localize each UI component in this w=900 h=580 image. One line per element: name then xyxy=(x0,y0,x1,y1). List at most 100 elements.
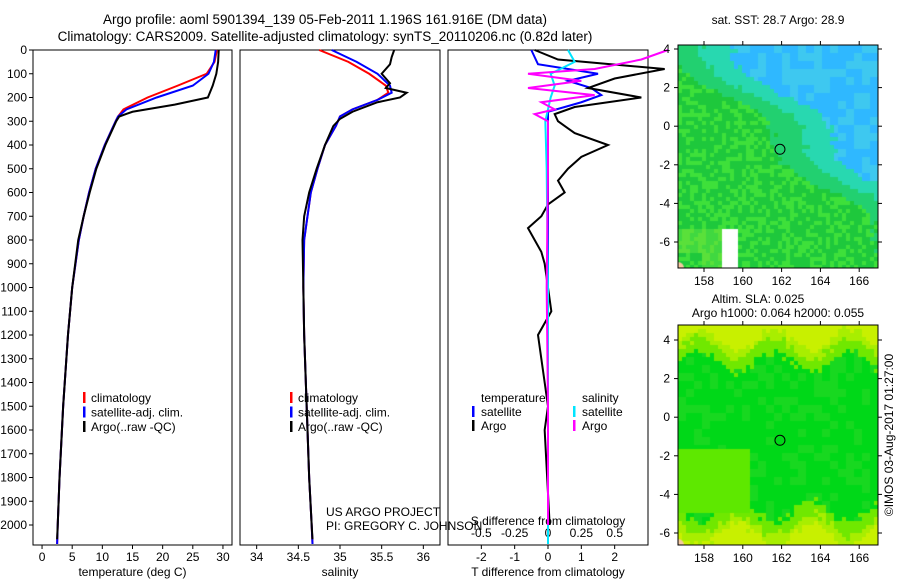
x-axis-label: salinity xyxy=(322,565,359,579)
lon-tick-label: 166 xyxy=(849,551,869,565)
lon-tick-label: 164 xyxy=(810,551,830,565)
credit-pi: PI: GREGORY C. JOHNSON xyxy=(326,519,482,533)
x-tick-label: 10 xyxy=(96,550,110,564)
y-tick-label: 600 xyxy=(7,186,27,200)
legend-head-salinity: salinity xyxy=(582,391,619,405)
x-tick-label: 25 xyxy=(186,550,200,564)
x-tick-label: 0 xyxy=(545,550,552,564)
x-axis-label: T difference from climatology xyxy=(471,565,625,579)
y-tick-label: 1400 xyxy=(0,376,27,390)
legend-label: satellite-adj. clim. xyxy=(91,406,183,420)
y-tick-label: 1100 xyxy=(1,304,27,318)
y-tick-label: 1700 xyxy=(0,447,27,461)
legend-swatch xyxy=(290,421,293,432)
x-tick-label: 1 xyxy=(578,550,585,564)
x2-tick-label: -0.25 xyxy=(501,526,529,540)
lon-tick-label: 158 xyxy=(694,274,714,288)
x-tick-label: 34.5 xyxy=(287,550,311,564)
y-tick-label: 700 xyxy=(7,209,27,223)
credit-project: US ARGO PROJECT xyxy=(326,505,441,519)
lat-tick-label: -6 xyxy=(659,526,670,540)
x-tick-label: 2 xyxy=(611,550,618,564)
lat-tick-label: -4 xyxy=(659,196,670,210)
map-title: sat. SST: 28.7 Argo: 28.9 xyxy=(712,13,845,27)
sst-map xyxy=(678,45,878,268)
x-tick-label: 15 xyxy=(126,550,140,564)
map-frame xyxy=(677,324,879,546)
y-tick-label: 1200 xyxy=(0,328,27,342)
x-tick-label: 34 xyxy=(250,550,264,564)
x-tick-label: 35 xyxy=(333,550,347,564)
map-title: Altim. SLA: 0.025 xyxy=(712,292,805,306)
lat-tick-label: 4 xyxy=(663,42,670,56)
x2-tick-label: -0.5 xyxy=(471,526,492,540)
y-tick-label: 200 xyxy=(7,91,27,105)
legend-label: climatology xyxy=(91,391,151,405)
y-tick-label: 400 xyxy=(7,138,27,152)
float-position-marker xyxy=(774,434,786,446)
legend-label: satellite xyxy=(582,405,623,419)
legend-swatch xyxy=(290,406,293,418)
lat-tick-label: -6 xyxy=(659,235,670,249)
series-line-t-satellite xyxy=(530,49,604,525)
series-line-climatology xyxy=(302,49,390,545)
y-tick-label: 900 xyxy=(7,257,27,271)
legend-swatch xyxy=(472,420,475,431)
x-tick-label: 35.5 xyxy=(370,550,394,564)
x-tick-label: -1 xyxy=(509,550,520,564)
sla-map xyxy=(678,325,878,545)
x-tick-label: 36 xyxy=(417,550,431,564)
lon-tick-label: 158 xyxy=(694,551,714,565)
y-tick-label: 1900 xyxy=(0,494,27,508)
lat-tick-label: 2 xyxy=(663,81,670,95)
y-tick-label: 100 xyxy=(7,67,27,81)
plot-frame-salinity xyxy=(239,49,441,546)
x-tick-label: 30 xyxy=(216,550,230,564)
legend-label: Argo(..raw -QC) xyxy=(298,420,383,434)
series-line-t-argo xyxy=(526,49,665,526)
series-line-argo xyxy=(301,49,410,540)
lat-tick-label: -4 xyxy=(659,487,670,501)
y-tick-label: 800 xyxy=(7,233,27,247)
series-line-satellite-adj-clim- xyxy=(56,49,217,545)
x-tick-label: 20 xyxy=(156,550,170,564)
y-tick-label: 2000 xyxy=(0,518,27,532)
legend-swatch xyxy=(83,406,86,418)
y-tick-label: 1600 xyxy=(0,423,27,437)
legend-swatch xyxy=(83,392,86,403)
legend-swatch xyxy=(573,406,576,417)
legend-label: climatology xyxy=(298,391,358,405)
legend-label: Argo(..raw -QC) xyxy=(91,420,176,434)
series-line-satellite-adj-clim- xyxy=(302,49,393,545)
legend-swatch xyxy=(290,392,293,403)
copyright-timestamp: ©IMOS 03-Aug-2017 01:27:00 xyxy=(882,354,896,517)
lat-tick-label: 0 xyxy=(663,410,670,424)
x2-tick-label: 0.25 xyxy=(570,526,594,540)
lat-tick-label: -2 xyxy=(659,449,670,463)
lat-tick-label: 4 xyxy=(663,333,670,347)
x2-tick-label: 0.5 xyxy=(606,526,623,540)
legend-head-temperature: temperature xyxy=(481,391,546,405)
title-line-2: Climatology: CARS2009. Satellite-adjuste… xyxy=(57,29,593,44)
legend-swatch xyxy=(573,420,576,431)
float-position-marker xyxy=(774,143,786,155)
y-tick-label: 1000 xyxy=(0,281,27,295)
y-tick-label: 300 xyxy=(7,114,27,128)
plot-frame-temperature xyxy=(32,49,233,546)
lat-tick-label: 2 xyxy=(663,372,670,386)
legend-label: Argo xyxy=(582,419,608,433)
lon-tick-label: 162 xyxy=(772,274,792,288)
x-tick-label: 5 xyxy=(69,550,76,564)
x-tick-label: 0 xyxy=(39,550,46,564)
y-tick-label: 500 xyxy=(7,162,27,176)
lon-tick-label: 160 xyxy=(733,274,753,288)
title-line-1: Argo profile: aoml 5901394_139 05-Feb-20… xyxy=(102,12,548,27)
map-frame xyxy=(677,44,879,269)
legend-label: satellite-adj. clim. xyxy=(298,406,390,420)
lon-tick-label: 162 xyxy=(772,551,792,565)
legend-label: Argo xyxy=(481,419,507,433)
legend-swatch xyxy=(83,421,86,432)
lon-tick-label: 164 xyxy=(810,274,830,288)
lat-tick-label: -2 xyxy=(659,158,670,172)
